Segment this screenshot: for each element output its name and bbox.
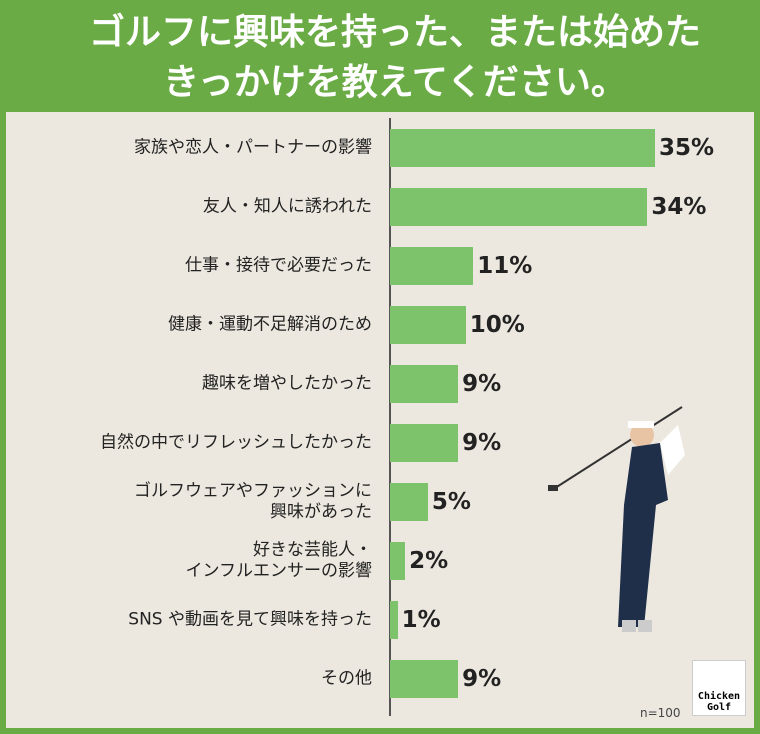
logo: Chicken Golf [692,660,746,716]
chart-title: ゴルフに興味を持った、または始めた きっかけを教えてください。 [88,12,701,103]
category-label: 仕事・接待で必要だった [185,255,372,276]
golfer-illustration [548,406,685,632]
category-label: その他 [321,668,372,689]
bar [390,306,466,344]
value-label: 9% [462,666,502,692]
bar [390,483,428,521]
value-label: 9% [462,430,502,456]
category-label: ゴルフウェアやファッションに 興味があった [134,481,372,522]
bar [390,542,406,580]
category-label: 好きな芸能人・ インフルエンサーの影響 [185,540,373,581]
category-label: SNS や動画を見て興味を持った [128,609,372,630]
sample-note: n=100 [640,706,681,720]
category-label: 健康・運動不足解消のため [168,314,372,335]
value-label: 34% [651,194,707,220]
bar [390,601,398,639]
value-label: 35% [659,135,715,161]
bar [390,188,648,226]
bar [390,424,459,462]
category-label: 趣味を増やしたかった [202,373,372,394]
category-label: 自然の中でリフレッシュしたかった [100,432,372,453]
bar [390,365,459,403]
bar [390,660,459,698]
axis-line [389,118,391,716]
value-label: 2% [409,548,449,574]
bar [390,129,655,167]
bar [390,247,474,285]
category-label: 友人・知人に誘われた [202,196,372,217]
category-label: 家族や恋人・パートナーの影響 [134,137,372,158]
value-label: 9% [462,371,502,397]
value-label: 10% [469,312,525,338]
value-label: 5% [431,489,471,515]
value-label: 1% [401,607,441,633]
value-label: 11% [477,253,533,279]
